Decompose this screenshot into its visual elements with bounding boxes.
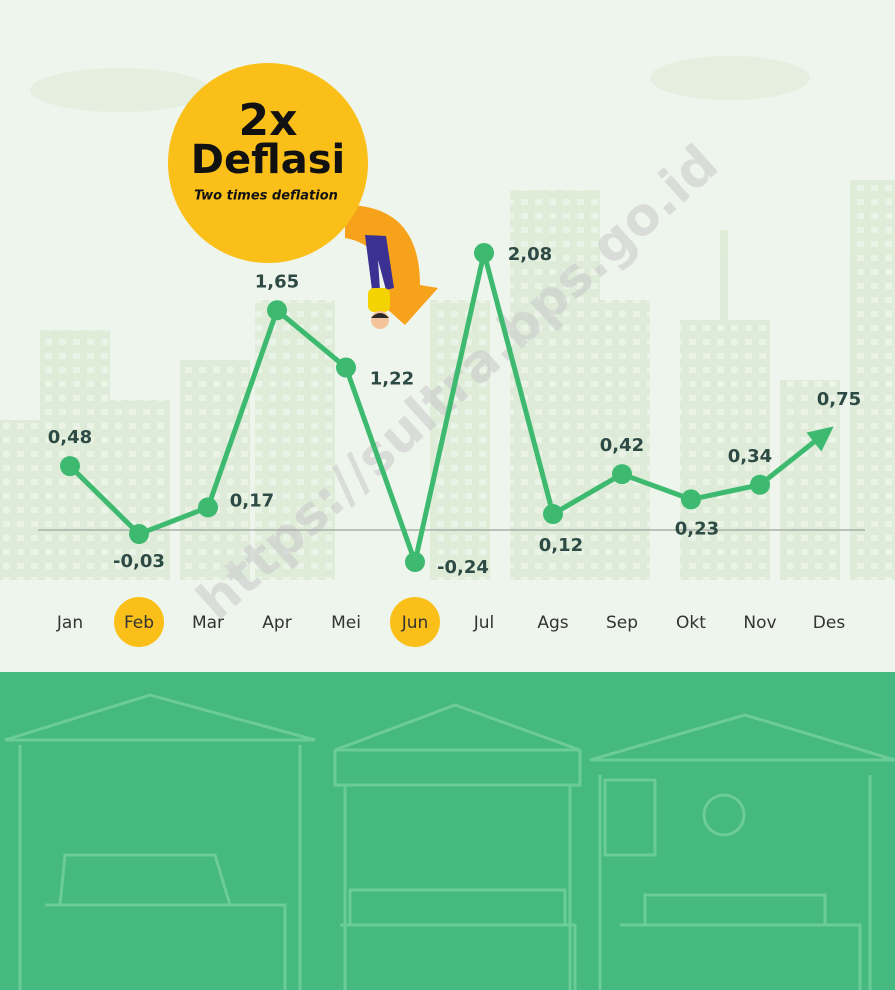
value-label: 0,12 xyxy=(539,535,583,556)
x-tick-label: Jun xyxy=(401,613,429,633)
x-tick-label: Apr xyxy=(262,613,291,633)
point xyxy=(198,497,218,517)
badge-subtitle: Two times deflation xyxy=(194,189,338,204)
infographic: https://sultra.bps.go.id 2x Deflasi Two … xyxy=(0,0,895,990)
badge-title: Deflasi xyxy=(191,137,346,183)
value-label: -0,03 xyxy=(113,551,165,572)
point xyxy=(405,552,425,572)
point xyxy=(336,358,356,378)
value-label: 0,17 xyxy=(230,490,274,511)
point xyxy=(267,300,287,320)
point xyxy=(129,524,149,544)
point xyxy=(750,475,770,495)
point xyxy=(612,464,632,484)
x-tick-label: Des xyxy=(813,613,846,633)
x-tick-label: Okt xyxy=(676,613,706,633)
x-tick-label: Jul xyxy=(473,613,495,633)
point xyxy=(474,243,494,263)
x-tick-label: Mar xyxy=(192,613,224,633)
value-label: 2,08 xyxy=(508,244,552,265)
value-label: 0,75 xyxy=(817,389,861,410)
x-tick-label: Sep xyxy=(606,613,638,633)
x-tick-label: Nov xyxy=(743,613,776,633)
value-label: 0,34 xyxy=(728,446,772,467)
value-label: -0,24 xyxy=(437,557,489,578)
point xyxy=(681,489,701,509)
x-tick-label: Jan xyxy=(56,613,83,633)
x-tick-label: Feb xyxy=(124,613,154,633)
value-label: 1,65 xyxy=(255,271,299,292)
value-label: 0,23 xyxy=(675,518,719,539)
point xyxy=(60,456,80,476)
value-label: 0,48 xyxy=(48,427,92,448)
x-tick-label: Ags xyxy=(537,613,568,633)
value-label: 1,22 xyxy=(370,369,414,390)
x-tick-label: Mei xyxy=(331,613,361,633)
point xyxy=(543,504,563,524)
value-label: 0,42 xyxy=(600,435,644,456)
